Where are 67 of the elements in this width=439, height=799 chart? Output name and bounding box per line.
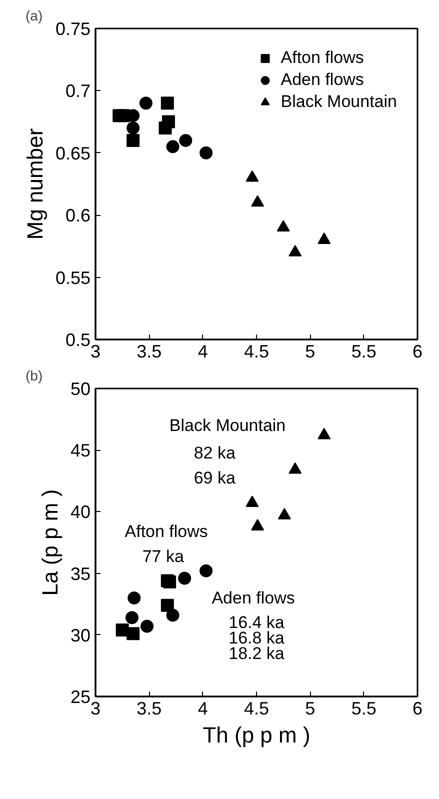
point <box>126 134 140 147</box>
point <box>140 620 154 633</box>
x-tick-label: 5 <box>305 698 316 718</box>
point <box>163 575 176 588</box>
y-tick-label: 30 <box>70 625 91 646</box>
point <box>288 462 302 474</box>
point <box>276 220 290 232</box>
point <box>166 608 180 622</box>
y-tick-label: 0.75 <box>55 19 91 39</box>
y-axis-title: Mg number <box>22 128 48 240</box>
y-tick-label: 50 <box>70 379 91 399</box>
point <box>179 134 192 147</box>
x-axis-title: Th (p p m ) <box>202 722 310 748</box>
point <box>246 496 259 508</box>
legend-label: Black Mountain <box>280 92 397 112</box>
point <box>246 170 259 182</box>
point <box>251 195 264 207</box>
point <box>200 564 213 578</box>
annotation: 82 ka <box>194 444 236 463</box>
point <box>158 122 172 135</box>
x-tick-label: 5 <box>305 342 316 362</box>
x-tick-label: 4 <box>198 342 208 362</box>
point <box>278 508 291 520</box>
point <box>128 591 141 604</box>
y-tick-label: 0.55 <box>55 268 91 288</box>
x-tick-label: 3 <box>90 342 101 362</box>
y-tick-label: 0.65 <box>55 143 91 164</box>
point <box>126 627 140 640</box>
x-tick-label: 4 <box>198 698 208 718</box>
point <box>160 598 174 612</box>
y-tick-label: 0.7 <box>65 81 91 102</box>
point <box>126 122 140 135</box>
x-tick-label: 4.5 <box>244 698 270 718</box>
chart-title: (b) <box>26 368 43 384</box>
point <box>178 572 192 585</box>
point <box>139 96 152 110</box>
point <box>160 96 174 110</box>
x-tick-label: 5.5 <box>351 698 376 718</box>
y-tick-label: 25 <box>70 687 91 707</box>
x-tick-label: 4.5 <box>244 342 270 362</box>
y-tick-label: 35 <box>70 564 91 584</box>
annotation: Black Mountain <box>169 416 286 435</box>
point <box>318 428 331 440</box>
x-tick-label: 6 <box>412 698 423 718</box>
point <box>125 611 138 624</box>
y-axis-title: La (p p m ) <box>37 489 62 596</box>
x-tick-label: 3 <box>90 698 101 718</box>
annotation: Afton flows <box>124 522 208 542</box>
annotation: 69 ka <box>194 468 236 488</box>
y-tick-label: 45 <box>70 440 91 461</box>
x-tick-label: 3.5 <box>136 342 162 362</box>
annotation: Aden flows <box>212 588 295 608</box>
x-tick-label: 6 <box>412 342 423 362</box>
legend-label: Aden flows <box>280 70 364 90</box>
point <box>166 140 180 154</box>
point <box>318 232 331 244</box>
y-tick-label: 0.6 <box>65 206 91 226</box>
point <box>251 519 264 530</box>
y-tick-label: 0.5 <box>65 330 91 350</box>
legend-label: Afton flows <box>280 48 364 68</box>
x-tick-label: 3.5 <box>136 698 162 718</box>
y-tick-label: 40 <box>70 502 91 522</box>
point <box>288 244 302 256</box>
x-tick-label: 5.5 <box>351 342 376 362</box>
point <box>200 146 213 160</box>
chart-title: (a) <box>26 8 43 24</box>
annotation: 77 ka <box>142 546 184 566</box>
